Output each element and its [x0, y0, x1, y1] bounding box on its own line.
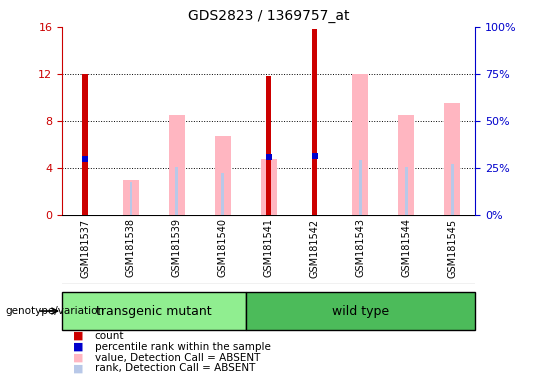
Bar [261, 159, 276, 215]
Text: rank, Detection Call = ABSENT: rank, Detection Call = ABSENT [94, 363, 255, 373]
FancyBboxPatch shape [246, 292, 475, 330]
Bar [82, 74, 88, 215]
Bar [130, 182, 132, 215]
Text: GSM181542: GSM181542 [309, 218, 320, 278]
Bar [176, 167, 178, 215]
Bar [169, 115, 185, 215]
Bar [123, 180, 139, 215]
Text: GSM181539: GSM181539 [172, 218, 182, 278]
Title: GDS2823 / 1369757_at: GDS2823 / 1369757_at [188, 9, 349, 23]
Text: GSM181544: GSM181544 [401, 218, 411, 278]
Text: ■: ■ [73, 353, 83, 362]
Bar [215, 136, 231, 215]
Bar [399, 115, 414, 215]
Text: GSM181541: GSM181541 [264, 218, 274, 278]
Bar [451, 164, 454, 215]
Text: GSM181545: GSM181545 [447, 218, 457, 278]
Bar [444, 103, 460, 215]
FancyBboxPatch shape [62, 292, 246, 330]
Text: wild type: wild type [332, 305, 389, 318]
Bar [312, 29, 318, 215]
Text: GSM181537: GSM181537 [80, 218, 90, 278]
Text: ■: ■ [73, 342, 83, 352]
Text: ■: ■ [73, 363, 83, 373]
Bar [266, 76, 272, 215]
Bar [221, 173, 224, 215]
Text: transgenic mutant: transgenic mutant [96, 305, 212, 318]
Text: percentile rank within the sample: percentile rank within the sample [94, 342, 271, 352]
Bar [359, 160, 362, 215]
Text: ■: ■ [73, 331, 83, 341]
Bar [353, 74, 368, 215]
Bar [405, 167, 408, 215]
Text: genotype/variation: genotype/variation [5, 306, 105, 316]
Text: GSM181540: GSM181540 [218, 218, 228, 278]
Text: value, Detection Call = ABSENT: value, Detection Call = ABSENT [94, 353, 260, 362]
Text: GSM181538: GSM181538 [126, 218, 136, 278]
Text: count: count [94, 331, 124, 341]
Text: GSM181543: GSM181543 [355, 218, 366, 278]
